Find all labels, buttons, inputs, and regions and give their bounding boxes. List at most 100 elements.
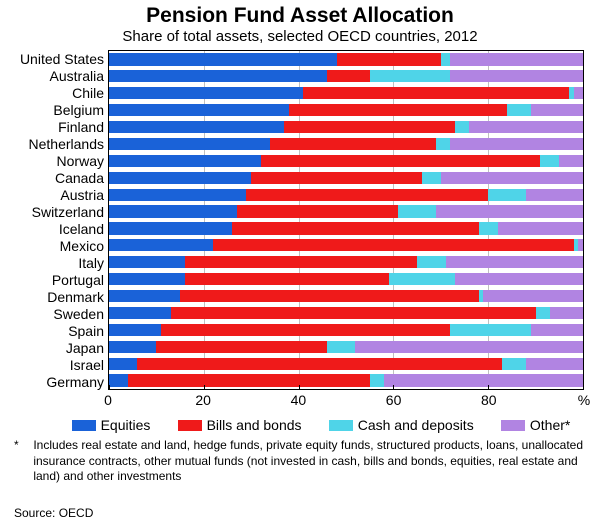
bar-segment-other: [446, 256, 583, 268]
bar-segment-other: [526, 189, 583, 201]
legend-item-cash: Cash and deposits: [329, 417, 474, 433]
bar-segment-bills: [161, 324, 450, 336]
chart-frame: Pension Fund Asset Allocation Share of t…: [0, 0, 600, 524]
bar-segment-other: [559, 155, 583, 167]
footnote-marker: *: [14, 438, 30, 454]
bar-segment-cash: [389, 273, 455, 285]
country-label: Denmark: [47, 289, 104, 305]
bar-segment-other: [483, 290, 583, 302]
legend-swatch: [501, 420, 525, 431]
bar-segment-equities: [109, 341, 156, 353]
bar-segment-other: [455, 273, 583, 285]
bar-segment-cash: [436, 138, 450, 150]
bar-segment-bills: [232, 222, 478, 234]
bar-segment-bills: [289, 104, 507, 116]
bar-segment-bills: [128, 374, 370, 386]
bar-segment-cash: [536, 307, 550, 319]
legend-label: Cash and deposits: [358, 417, 474, 433]
bar-segment-other: [550, 307, 583, 319]
legend: Equities Bills and bonds Cash and deposits…: [58, 416, 584, 434]
bar-segment-other: [450, 138, 583, 150]
bar-segment-bills: [156, 341, 327, 353]
bar-segment-equities: [109, 53, 337, 65]
country-label: Netherlands: [29, 136, 105, 152]
bar-segment-bills: [171, 307, 536, 319]
bar-row: [109, 169, 583, 186]
bar-segment-bills: [185, 273, 389, 285]
country-label: Portugal: [52, 272, 104, 288]
legend-label: Bills and bonds: [207, 417, 302, 433]
bar-segment-bills: [337, 53, 441, 65]
bar-segment-equities: [109, 87, 303, 99]
bar-segment-cash: [370, 70, 451, 82]
country-label: Belgium: [53, 102, 104, 118]
country-label: Japan: [66, 340, 104, 356]
country-label: Canada: [55, 170, 104, 186]
bar-segment-cash: [327, 341, 355, 353]
plot-area: United StatesAustraliaChileBelgiumFinlan…: [10, 50, 584, 412]
x-axis-unit: %: [578, 392, 590, 408]
y-axis-labels: United StatesAustraliaChileBelgiumFinlan…: [10, 50, 104, 390]
bar-row: [109, 186, 583, 203]
chart-title: Pension Fund Asset Allocation: [0, 0, 600, 28]
bar-row: [109, 355, 583, 372]
bar-segment-cash: [540, 155, 559, 167]
bar-segment-bills: [261, 155, 541, 167]
bar-segment-equities: [109, 358, 137, 370]
x-tick-label: 20: [195, 392, 211, 408]
bar-segment-cash: [502, 358, 526, 370]
bar-segment-equities: [109, 138, 270, 150]
bar-segment-cash: [441, 53, 450, 65]
country-label: Norway: [57, 153, 104, 169]
source-label: Source: OECD: [14, 506, 93, 520]
country-label: Finland: [58, 119, 104, 135]
x-tick-label: 60: [386, 392, 402, 408]
country-label: Sweden: [53, 306, 104, 322]
country-label: Iceland: [59, 221, 104, 237]
bar-segment-other: [531, 324, 583, 336]
bar-row: [109, 85, 583, 102]
bar-row: [109, 254, 583, 271]
bar-row: [109, 136, 583, 153]
bar-segment-bills: [137, 358, 502, 370]
bar-segment-other: [450, 53, 583, 65]
bar-segment-bills: [303, 87, 568, 99]
bar-segment-equities: [109, 104, 289, 116]
x-tick-label: 80: [481, 392, 497, 408]
bar-segment-bills: [237, 205, 398, 217]
plot: [108, 50, 584, 390]
bar-segment-other: [498, 222, 583, 234]
bar-segment-equities: [109, 222, 232, 234]
bar-row: [109, 203, 583, 220]
bar-segment-cash: [479, 222, 498, 234]
bar-row: [109, 119, 583, 136]
bar-segment-equities: [109, 70, 327, 82]
legend-item-equities: Equities: [72, 417, 151, 433]
country-label: Italy: [78, 255, 104, 271]
bar-segment-equities: [109, 189, 246, 201]
country-label: Mexico: [60, 238, 104, 254]
bar-row: [109, 68, 583, 85]
bar-row: [109, 338, 583, 355]
bar-segment-other: [531, 104, 583, 116]
bar-segment-equities: [109, 273, 185, 285]
bar-segment-other: [384, 374, 583, 386]
bar-segment-equities: [109, 121, 284, 133]
bar-segment-equities: [109, 239, 213, 251]
legend-swatch: [178, 420, 202, 431]
bar-segment-other: [574, 87, 583, 99]
bar-row: [109, 271, 583, 288]
bar-segment-other: [450, 70, 583, 82]
bar-segment-equities: [109, 307, 171, 319]
country-label: Austria: [60, 187, 104, 203]
country-label: Chile: [72, 85, 104, 101]
legend-swatch: [329, 420, 353, 431]
legend-label: Equities: [101, 417, 151, 433]
x-tick-label: 0: [104, 392, 112, 408]
country-label: Germany: [46, 374, 104, 390]
bar-segment-bills: [284, 121, 455, 133]
bar-segment-bills: [327, 70, 370, 82]
legend-swatch: [72, 420, 96, 431]
bar-segment-equities: [109, 205, 237, 217]
country-label: United States: [20, 51, 104, 67]
